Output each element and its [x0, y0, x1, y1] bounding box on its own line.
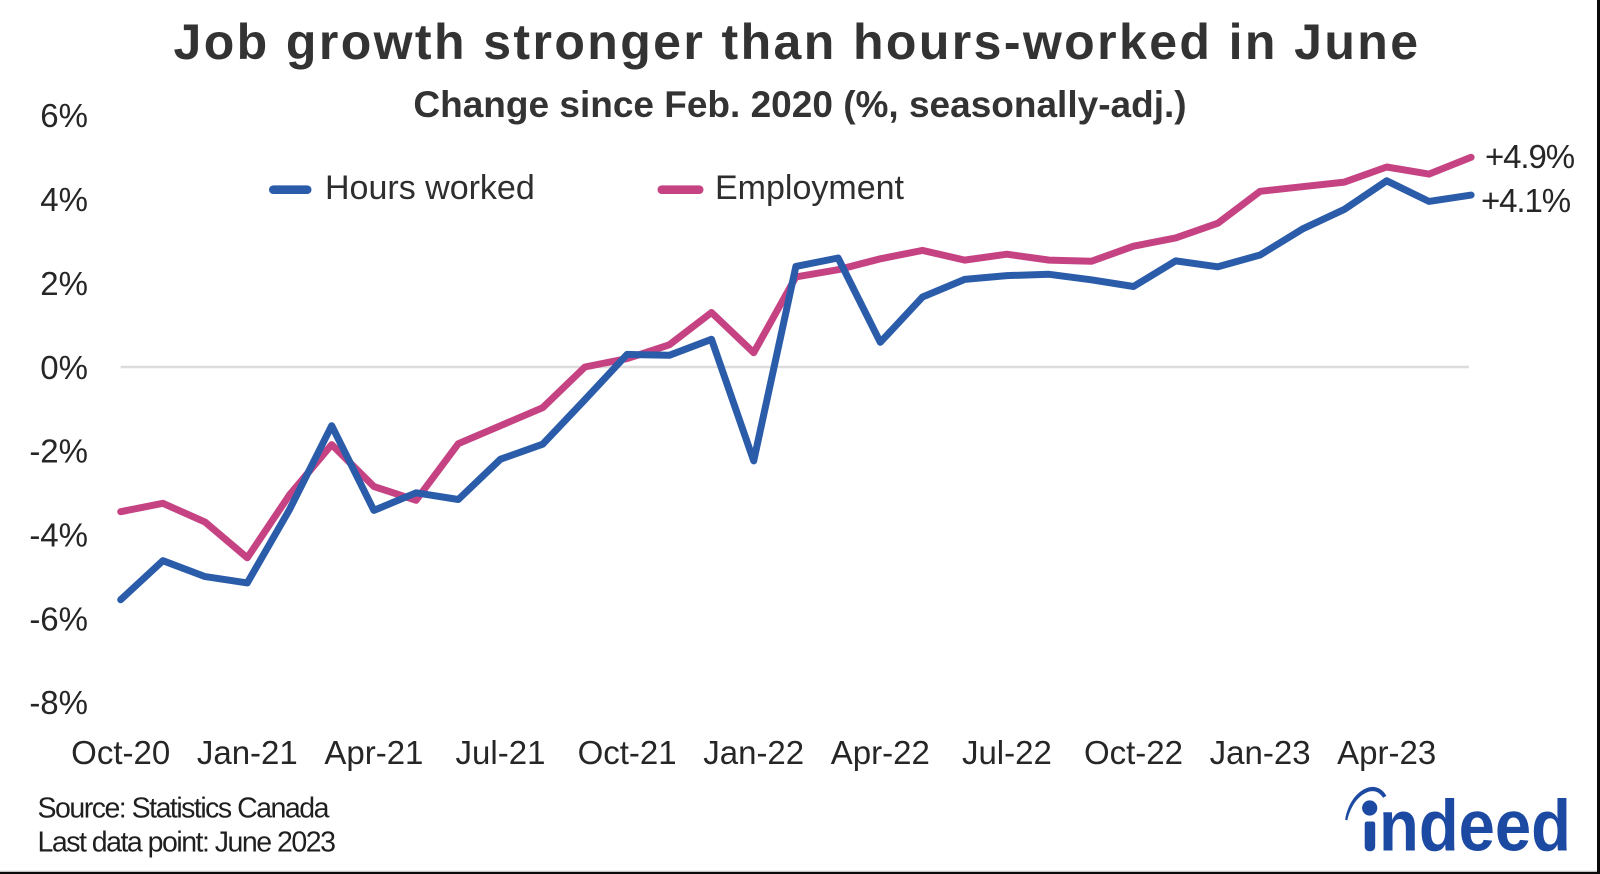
svg-text:Job growth stronger than hours: Job growth stronger than hours-worked in… [174, 14, 1421, 70]
svg-text:-2%: -2% [29, 433, 88, 470]
svg-text:0%: 0% [40, 349, 88, 386]
svg-text:Jan-23: Jan-23 [1210, 734, 1311, 771]
svg-text:-4%: -4% [29, 517, 88, 554]
svg-text:Oct-20: Oct-20 [71, 734, 170, 771]
svg-text:Jul-22: Jul-22 [962, 734, 1052, 771]
svg-text:2%: 2% [40, 265, 88, 302]
svg-text:6%: 6% [40, 97, 88, 134]
svg-text:Hours worked: Hours worked [325, 169, 535, 207]
svg-text:Jan-22: Jan-22 [703, 734, 804, 771]
svg-text:Apr-22: Apr-22 [831, 734, 930, 771]
svg-text:Apr-21: Apr-21 [324, 734, 423, 771]
svg-text:Jul-21: Jul-21 [456, 734, 546, 771]
svg-text:ndeed: ndeed [1379, 786, 1571, 867]
svg-text:-6%: -6% [29, 601, 88, 638]
svg-text:Last data point: June 2023: Last data point: June 2023 [38, 826, 336, 858]
svg-text:+4.9%: +4.9% [1485, 138, 1575, 175]
svg-text:+4.1%: +4.1% [1481, 182, 1571, 219]
svg-text:Oct-21: Oct-21 [578, 734, 677, 771]
svg-text:Oct-22: Oct-22 [1084, 734, 1183, 771]
svg-text:Change since Feb. 2020 (%, sea: Change since Feb. 2020 (%, seasonally-ad… [413, 84, 1186, 125]
svg-text:4%: 4% [40, 181, 88, 218]
svg-text:Apr-23: Apr-23 [1337, 734, 1436, 771]
svg-text:-8%: -8% [29, 684, 88, 721]
svg-text:Source: Statistics Canada: Source: Statistics Canada [38, 793, 330, 825]
svg-text:Employment: Employment [715, 169, 905, 207]
svg-text:Jan-21: Jan-21 [197, 734, 298, 771]
